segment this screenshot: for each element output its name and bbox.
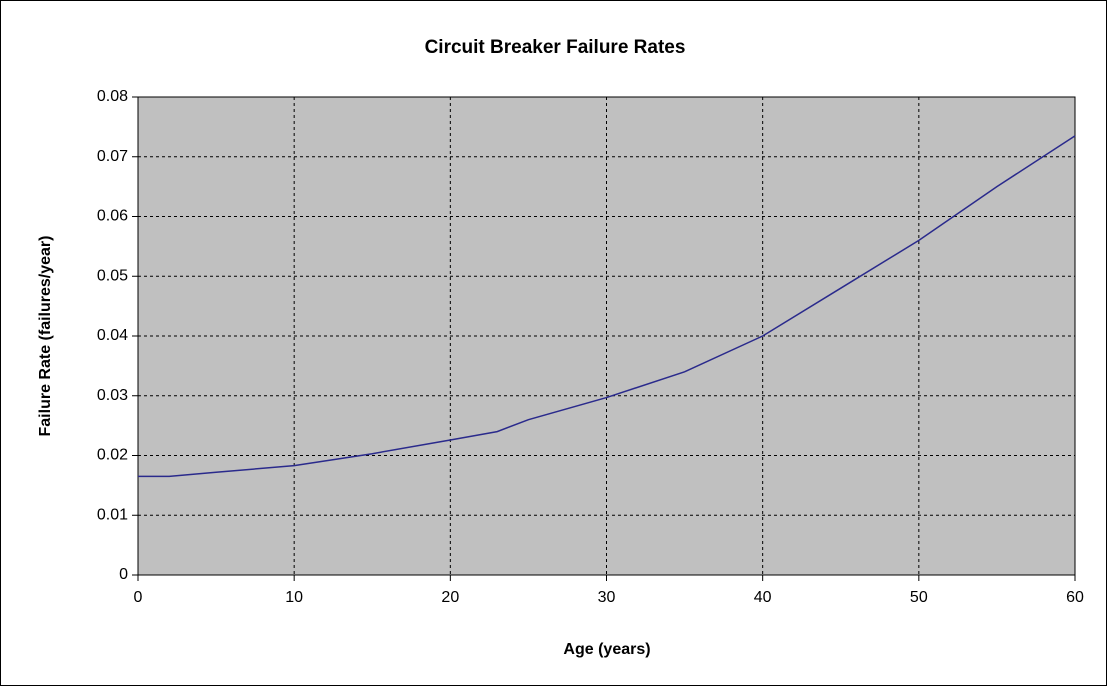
y-tick-label: 0.02 xyxy=(97,447,128,464)
x-tick-label: 10 xyxy=(285,589,303,606)
x-tick-label: 30 xyxy=(598,589,616,606)
y-tick-label: 0.05 xyxy=(97,267,128,284)
y-tick-label: 0.03 xyxy=(97,387,128,404)
x-tick-label: 20 xyxy=(441,589,459,606)
plot-border xyxy=(137,96,1076,576)
chart-title: Circuit Breaker Failure Rates xyxy=(425,37,686,58)
x-tick-label: 0 xyxy=(134,589,143,606)
y-tick-label: 0.06 xyxy=(97,208,128,225)
data-line xyxy=(138,135,1076,478)
y-tick-label: 0.08 xyxy=(97,88,128,105)
x-tick-label: 60 xyxy=(1066,589,1084,606)
x-tick-label: 50 xyxy=(910,589,928,606)
y-tick-label: 0 xyxy=(119,566,128,583)
x-axis-label: Age (years) xyxy=(563,641,650,658)
x-tick-label: 40 xyxy=(754,589,772,606)
y-tick-label: 0.07 xyxy=(97,148,128,165)
y-tick-label: 0.01 xyxy=(97,506,128,523)
y-axis-label: Failure Rate (failures/year) xyxy=(37,236,54,437)
y-tick-label: 0.04 xyxy=(97,327,128,344)
